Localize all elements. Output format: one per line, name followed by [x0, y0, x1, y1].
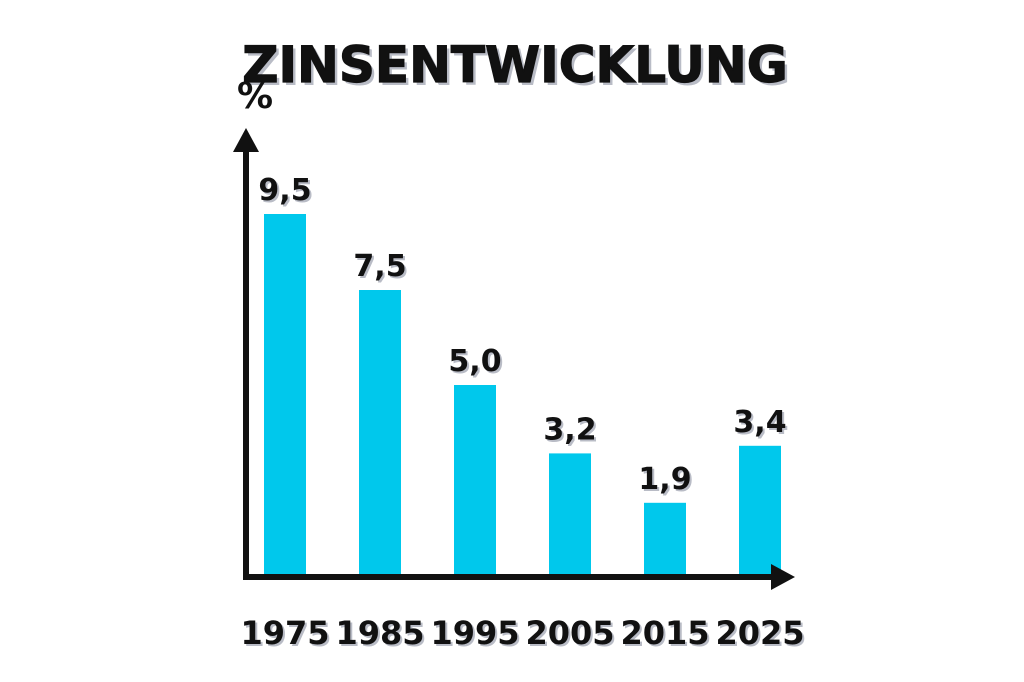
bars-layer — [264, 214, 781, 575]
x-tick-shadow-2005: 2005 — [527, 616, 616, 654]
value-label-shadow-2025: 3,4 — [735, 407, 788, 442]
x-tick-shadow-2015: 2015 — [622, 616, 711, 654]
value-label-shadow-1975: 9,5 — [260, 175, 313, 210]
x-tick-1985: 1985 — [335, 614, 424, 652]
value-label-2015: 1,9 — [638, 462, 691, 497]
x-tick-2005: 2005 — [525, 614, 614, 652]
value-label-1985: 7,5 — [353, 249, 406, 284]
chart-title-shadow: ZINSENTWICKLUNG — [245, 39, 791, 97]
bar-1975 — [264, 214, 306, 575]
x-tick-1975: 1975 — [240, 614, 329, 652]
chart-title: ZINSENTWICKLUNG — [242, 36, 788, 94]
y-axis-unit-label: % — [237, 76, 273, 117]
x-tick-shadow-1975: 1975 — [242, 616, 331, 654]
x-tick-shadow-1985: 1985 — [337, 616, 426, 654]
value-label-shadow-2005: 3,2 — [545, 414, 598, 449]
chart-title-group: ZINSENTWICKLUNG ZINSENTWICKLUNG — [242, 35, 791, 97]
x-tick-shadow-1995: 1995 — [432, 616, 521, 654]
value-label-2025: 3,4 — [733, 405, 786, 440]
bar-2025 — [739, 445, 781, 575]
x-axis-arrowhead — [771, 564, 795, 590]
x-tick-2015: 2015 — [620, 614, 709, 652]
bar-1995 — [454, 385, 496, 575]
x-tick-1995: 1995 — [430, 614, 519, 652]
value-label-shadow-1985: 7,5 — [355, 251, 408, 286]
bar-1985 — [359, 290, 401, 575]
bar-2005 — [549, 453, 591, 575]
y-axis-arrowhead — [233, 128, 259, 152]
value-label-shadow-2015: 1,9 — [640, 464, 693, 499]
x-tick-shadow-2025: 2025 — [717, 616, 806, 654]
value-label-2005: 3,2 — [543, 412, 596, 447]
x-tick-2025: 2025 — [715, 614, 804, 652]
axes — [233, 128, 795, 590]
value-label-1975: 9,5 — [258, 173, 311, 208]
value-labels-layer: 9,59,57,57,55,05,03,23,21,91,93,43,4 — [258, 173, 788, 499]
value-label-shadow-1995: 5,0 — [450, 346, 503, 381]
bar-2015 — [644, 502, 686, 575]
value-label-1995: 5,0 — [448, 344, 501, 379]
